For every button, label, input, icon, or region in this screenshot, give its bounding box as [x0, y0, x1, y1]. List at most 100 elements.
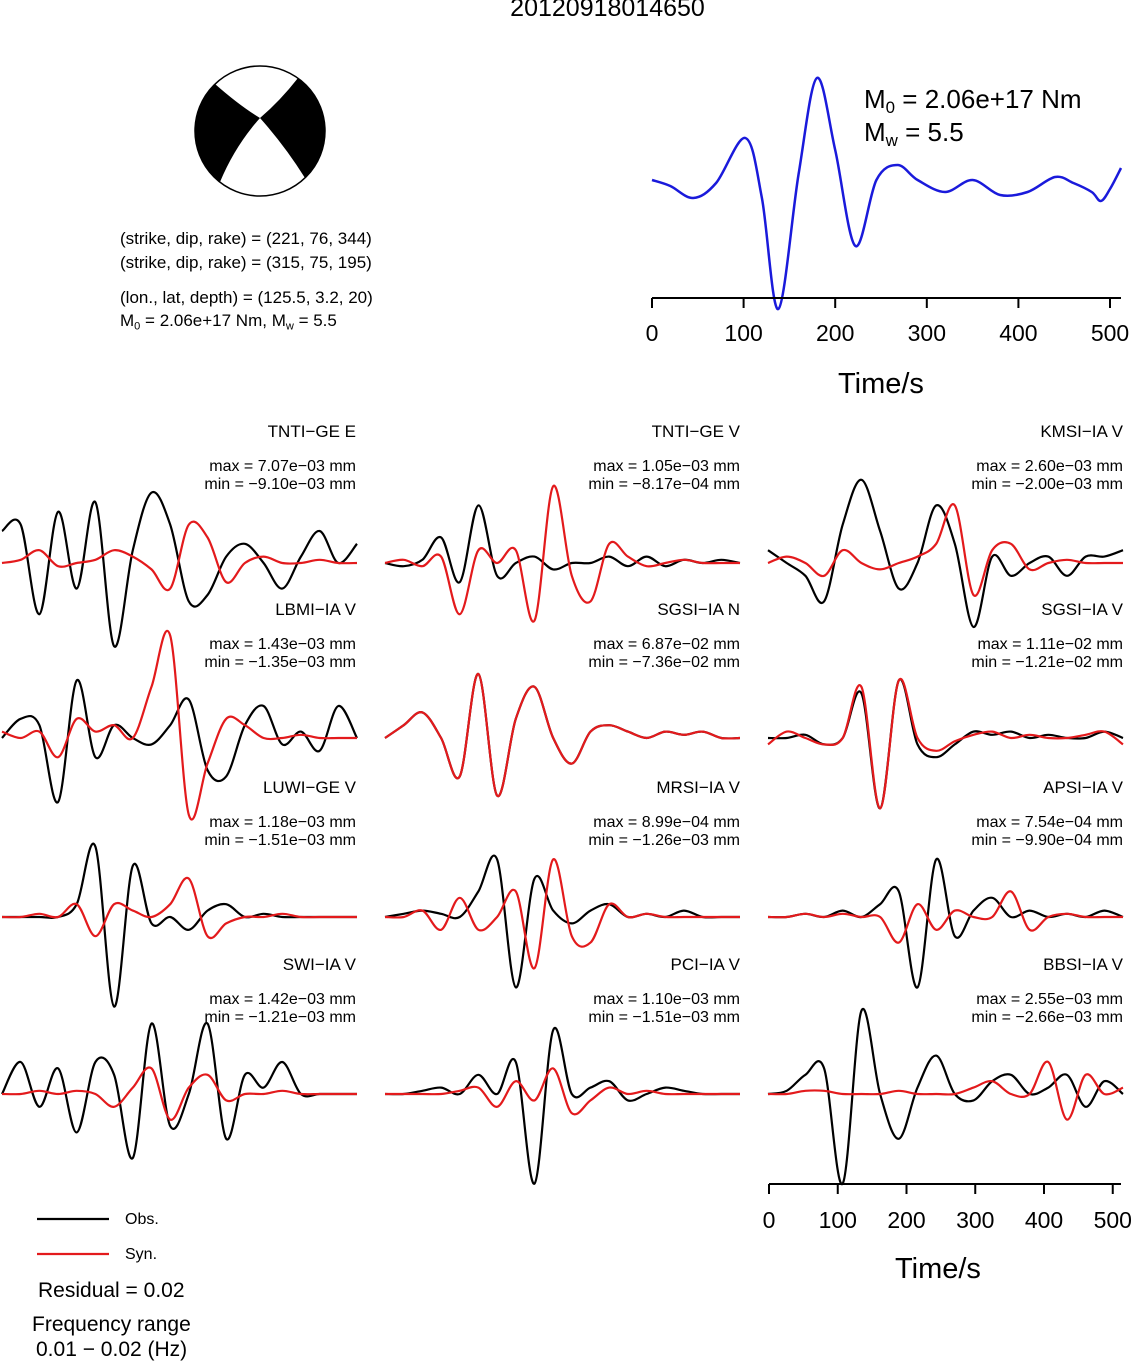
main-x-tick-label: 300	[956, 1207, 994, 1233]
main-x-tick-label: 100	[819, 1207, 857, 1233]
m0-sub: 0	[134, 320, 141, 333]
stf-m0-sub: 0	[885, 98, 896, 118]
min-amplitude-label: min = −7.36e−02 mm	[588, 654, 740, 671]
focal-info-line3: (lon., lat, depth) = (125.5, 3.2, 20)	[120, 288, 373, 307]
synthetic-waveform-3	[1, 630, 357, 821]
main-x-axis-title: Time/s	[895, 1253, 981, 1285]
max-amplitude-label: max = 1.11e−02 mm	[977, 636, 1123, 653]
min-amplitude-label: min = −1.26e−03 mm	[588, 832, 740, 849]
synthetic-waveform-10	[385, 1067, 740, 1116]
beachball-diagram	[194, 65, 326, 197]
max-amplitude-label: max = 1.18e−03 mm	[209, 814, 356, 831]
stf-x-axis-title: Time/s	[838, 368, 924, 400]
station-label: LBMI−IA V	[275, 600, 356, 619]
station-label: TNTI−GE V	[651, 422, 740, 441]
observed-waveform-10	[384, 1026, 740, 1185]
max-amplitude-label: max = 8.99e−04 mm	[593, 814, 740, 831]
min-amplitude-label: min = −9.10e−03 mm	[204, 476, 356, 493]
max-amplitude-label: max = 1.42e−03 mm	[209, 991, 356, 1008]
max-amplitude-label: max = 1.43e−03 mm	[209, 636, 356, 653]
synthetic-waveform-4	[384, 672, 741, 797]
min-amplitude-label: min = −1.51e−03 mm	[204, 832, 356, 849]
synthetic-waveform-7	[384, 858, 740, 970]
mw-rest: = 5.5	[293, 311, 337, 330]
stf-m0-prefix: M	[864, 84, 886, 114]
observed-waveform-7	[384, 854, 740, 989]
observed-waveform-6	[2, 842, 357, 1008]
min-amplitude-label: min = −1.21e−03 mm	[204, 1009, 356, 1026]
max-amplitude-label: max = 7.54e−04 mm	[976, 814, 1123, 831]
observed-waveform-9	[1, 1022, 357, 1160]
observed-waveform-11	[767, 1007, 1124, 1185]
synthetic-waveform-6	[1, 876, 357, 940]
synthetic-waveform-1	[384, 485, 740, 623]
station-label: LUWI−GE V	[262, 778, 356, 797]
legend-obs-label: Obs.	[125, 1211, 159, 1228]
mw-sub: w	[285, 320, 294, 333]
station-label: APSI−IA V	[1043, 778, 1123, 797]
main-x-tick-label: 0	[763, 1207, 776, 1233]
main-time-axis: 0 100 200 300 400 500	[763, 1183, 1132, 1233]
max-amplitude-label: max = 2.55e−03 mm	[976, 991, 1123, 1008]
main-x-tick-label: 400	[1025, 1207, 1063, 1233]
observed-waveform-2	[767, 478, 1124, 629]
synthetic-waveform-9	[1, 1066, 357, 1121]
stf-mw-prefix: M	[864, 117, 886, 147]
max-amplitude-label: max = 6.87e−02 mm	[593, 636, 740, 653]
max-amplitude-label: max = 1.05e−03 mm	[593, 458, 740, 475]
station-label: KMSI−IA V	[1040, 422, 1123, 441]
legend-lines	[37, 1217, 109, 1256]
stf-x-tick-label: 100	[724, 320, 762, 346]
stf-x-tick-label: 500	[1091, 320, 1129, 346]
synthetic-waveform-0	[1, 520, 358, 592]
focal-info-line2: (strike, dip, rake) = (315, 75, 195)	[120, 253, 372, 272]
synthetic-waveform-2	[767, 503, 1123, 597]
beachball-compressional-lobe-right	[260, 78, 326, 178]
synthetic-waveform-8	[767, 890, 1123, 944]
main-x-tick-label: 500	[1094, 1207, 1132, 1233]
max-amplitude-label: max = 2.60e−03 mm	[976, 458, 1123, 475]
station-label: SGSI−IA N	[657, 600, 740, 619]
min-amplitude-label: min = −9.90e−04 mm	[971, 832, 1123, 849]
m0-rest: = 2.06e+17 Nm, M	[140, 311, 286, 330]
min-amplitude-label: min = −2.00e−03 mm	[971, 476, 1123, 493]
stf-mw-label: Mw = 5.5	[864, 117, 964, 151]
synthetic-waveform-11	[767, 1060, 1124, 1121]
observed-waveform-3	[1, 679, 358, 804]
observed-waveform-0	[1, 490, 358, 648]
synthetic-waveform-5	[767, 677, 1124, 810]
residual-text: Residual = 0.02	[38, 1279, 185, 1302]
min-amplitude-label: min = −2.66e−03 mm	[971, 1009, 1123, 1026]
station-label: TNTI−GE E	[267, 422, 356, 441]
stf-x-tick-label: 0	[646, 320, 659, 346]
stf-x-tick-label: 300	[908, 320, 946, 346]
stf-mw-rest: = 5.5	[897, 117, 964, 147]
focal-info-moment: M0 = 2.06e+17 Nm, Mw = 5.5	[120, 311, 337, 332]
stf-x-tick-label: 200	[816, 320, 854, 346]
m0-prefix: M	[120, 311, 135, 330]
station-label: SWI−IA V	[282, 955, 356, 974]
min-amplitude-label: min = −1.35e−03 mm	[204, 654, 356, 671]
station-label: MRSI−IA V	[656, 778, 740, 797]
legend-syn-label: Syn.	[125, 1246, 158, 1263]
stf-m0-rest: = 2.06e+17 Nm	[895, 84, 1082, 114]
min-amplitude-label: min = −8.17e−04 mm	[588, 476, 740, 493]
station-label: SGSI−IA V	[1041, 600, 1123, 619]
stf-x-tick-label: 400	[999, 320, 1037, 346]
min-amplitude-label: min = −1.21e−02 mm	[971, 654, 1123, 671]
max-amplitude-label: max = 1.10e−03 mm	[593, 991, 740, 1008]
focal-info-line1: (strike, dip, rake) = (221, 76, 344)	[120, 229, 372, 248]
station-label: PCI−IA V	[670, 955, 740, 974]
station-label: BBSI−IA V	[1043, 955, 1123, 974]
waveform-panels	[1, 478, 1124, 1185]
frequency-range-label: Frequency range	[32, 1313, 191, 1336]
max-amplitude-label: max = 7.07e−03 mm	[209, 458, 356, 475]
stf-mw-sub: w	[885, 131, 898, 151]
stf-series-line	[651, 76, 1123, 311]
frequency-range-values: 0.01 − 0.02 (Hz)	[36, 1338, 188, 1361]
main-x-tick-label: 200	[887, 1207, 925, 1233]
min-amplitude-label: min = −1.51e−03 mm	[588, 1009, 740, 1026]
source-time-function-plot: 0 100 200 300 400 500	[646, 76, 1129, 346]
beachball-compressional-lobe-left	[195, 84, 260, 182]
